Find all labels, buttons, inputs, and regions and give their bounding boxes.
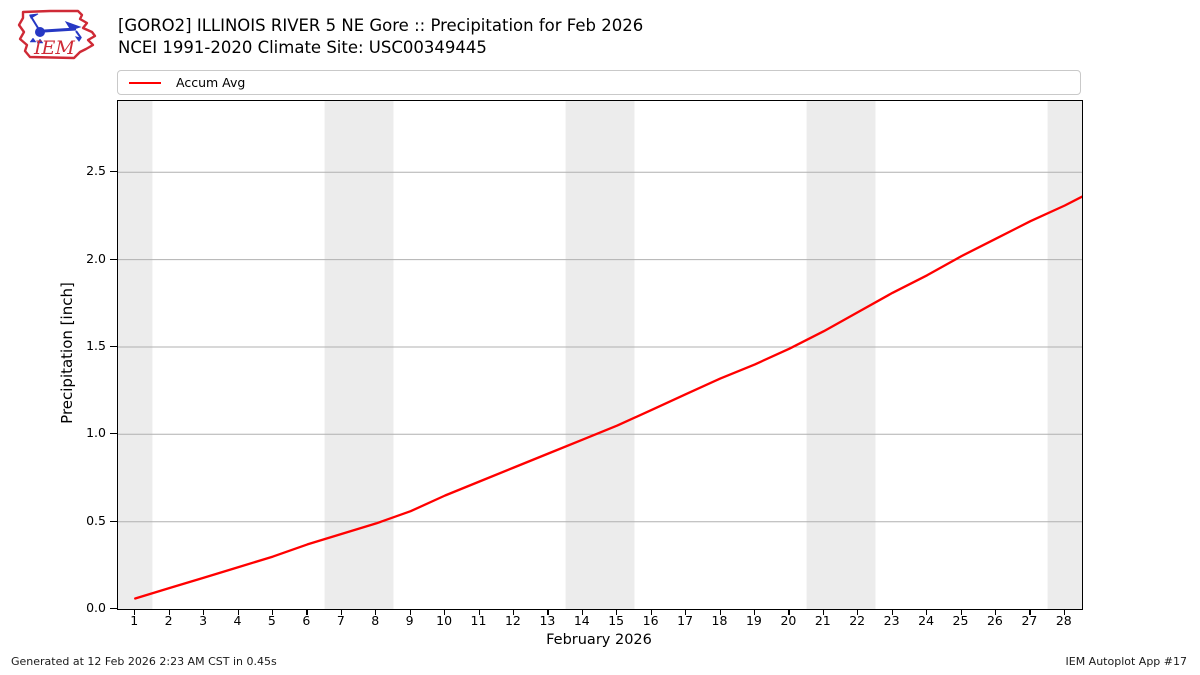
x-tick-mark <box>478 609 480 615</box>
y-tick-mark <box>110 346 117 348</box>
weekend-band <box>565 101 635 609</box>
x-tick-mark <box>891 609 893 615</box>
x-tick-label: 5 <box>267 613 276 628</box>
x-tick-label: 21 <box>814 613 831 628</box>
x-tick-mark <box>340 609 342 615</box>
title-block: [GORO2] ILLINOIS RIVER 5 NE Gore :: Prec… <box>118 15 643 59</box>
x-tick-mark <box>168 609 170 615</box>
x-tick-label: 23 <box>883 613 900 628</box>
weekend-band <box>806 101 876 609</box>
y-tick-mark <box>110 520 117 522</box>
y-axis-title: Precipitation [inch] <box>58 282 76 424</box>
y-tick-mark <box>110 433 117 435</box>
x-tick-mark <box>306 609 308 615</box>
y-tick-label: 0.5 <box>86 512 106 528</box>
weather-vane-icon <box>29 13 82 44</box>
x-tick-label: 7 <box>336 613 345 628</box>
x-tick-label: 19 <box>745 613 762 628</box>
iem-logo: IEM <box>17 9 97 60</box>
weekend-band <box>1047 101 1082 609</box>
x-tick-mark <box>788 609 790 615</box>
x-tick-mark <box>753 609 756 615</box>
x-tick-label: 22 <box>849 613 866 628</box>
legend: Accum Avg <box>117 70 1081 95</box>
x-tick-mark <box>857 609 859 615</box>
page-subtitle: NCEI 1991-2020 Climate Site: USC00349445 <box>118 38 487 57</box>
x-tick-label: 18 <box>711 613 728 628</box>
x-tick-label: 10 <box>436 613 453 628</box>
x-tick-mark <box>650 609 652 615</box>
y-tick-label: 1.5 <box>86 338 106 353</box>
x-tick-label: 20 <box>780 613 797 628</box>
x-tick-mark <box>134 609 136 615</box>
weekend-band <box>118 101 153 609</box>
x-tick-mark <box>822 609 824 615</box>
y-tick-mark <box>110 171 117 173</box>
precip-chart-svg <box>118 101 1082 609</box>
x-tick-mark <box>581 609 583 615</box>
x-tick-label: 14 <box>573 613 590 628</box>
logo-text: IEM <box>33 37 75 59</box>
y-tick-label: 0.0 <box>86 600 106 615</box>
x-tick-label: 27 <box>1021 613 1038 628</box>
x-tick-mark <box>1063 609 1065 615</box>
x-tick-label: 3 <box>199 613 208 628</box>
x-tick-mark <box>237 609 239 615</box>
x-tick-mark <box>444 609 446 615</box>
x-tick-mark <box>616 609 618 615</box>
x-tick-mark <box>409 609 411 615</box>
x-tick-label: 9 <box>405 613 414 628</box>
x-tick-label: 6 <box>302 613 311 628</box>
y-tick-label: 2.5 <box>86 163 106 179</box>
y-tick-label: 2.0 <box>86 250 106 266</box>
x-tick-mark <box>960 609 962 615</box>
x-tick-label: 1 <box>130 613 139 628</box>
legend-item: Accum Avg <box>129 75 245 90</box>
y-tick-label: 1.0 <box>86 425 106 441</box>
x-axis-title: February 2026 <box>546 632 652 648</box>
x-tick-mark <box>203 609 205 615</box>
y-tick-mark <box>110 258 117 260</box>
x-tick-label: 2 <box>164 613 173 628</box>
weekend-band <box>324 101 394 609</box>
iowa-outline <box>17 9 97 60</box>
x-tick-label: 26 <box>986 613 1003 628</box>
accum-avg-line <box>134 195 1082 600</box>
x-tick-label: 12 <box>504 613 521 628</box>
x-tick-mark <box>271 609 274 615</box>
x-tick-mark <box>1029 609 1031 615</box>
x-tick-label: 28 <box>1055 613 1072 628</box>
x-tick-label: 8 <box>371 613 380 628</box>
x-tick-mark <box>926 609 928 615</box>
x-tick-label: 4 <box>233 613 242 628</box>
x-tick-mark <box>719 609 721 615</box>
x-tick-label: 16 <box>642 613 659 628</box>
x-tick-label: 25 <box>952 613 969 628</box>
footer-generated-text: Generated at 12 Feb 2026 2:23 AM CST in … <box>11 655 277 668</box>
y-tick-mark <box>110 608 117 610</box>
legend-label: Accum Avg <box>176 75 246 90</box>
x-tick-mark <box>375 609 377 615</box>
legend-line-swatch <box>129 81 161 84</box>
x-tick-label: 24 <box>918 613 935 628</box>
x-tick-label: 15 <box>608 613 625 628</box>
x-tick-label: 17 <box>677 613 694 628</box>
x-tick-mark <box>685 609 687 615</box>
page-title: [GORO2] ILLINOIS RIVER 5 NE Gore :: Prec… <box>118 16 644 35</box>
x-tick-mark <box>512 609 515 615</box>
x-tick-label: 11 <box>470 613 487 628</box>
x-tick-mark <box>994 609 997 615</box>
x-tick-label: 13 <box>539 613 556 628</box>
x-tick-mark <box>547 609 549 615</box>
footer-app-text: IEM Autoplot App #17 <box>1065 655 1188 668</box>
plot-area <box>117 100 1083 610</box>
